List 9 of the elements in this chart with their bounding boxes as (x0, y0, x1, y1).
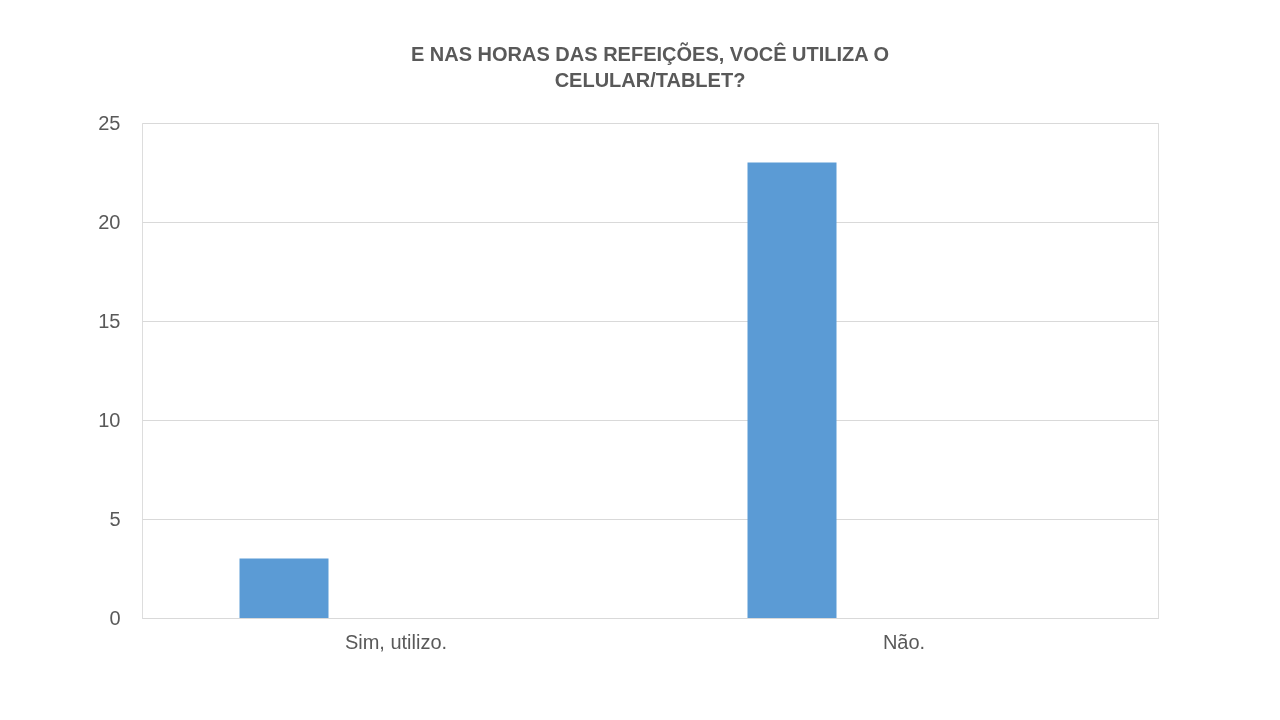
y-tick-label: 10 (98, 408, 121, 431)
y-tick-label: 0 (109, 606, 121, 629)
y-tick-label: 25 (98, 111, 121, 134)
y-tick-label: 15 (98, 309, 121, 332)
y-tick-label: 5 (109, 507, 121, 530)
chart-title: E NAS HORAS DAS REFEIÇÕES, VOCÊ UTILIZA O CELULAR/TABLET? (410, 42, 890, 91)
y-tick-label: 20 (98, 210, 121, 233)
x-tick-label: Não. (882, 630, 926, 653)
x-tick-label: Sim, utilizo. (344, 630, 448, 653)
